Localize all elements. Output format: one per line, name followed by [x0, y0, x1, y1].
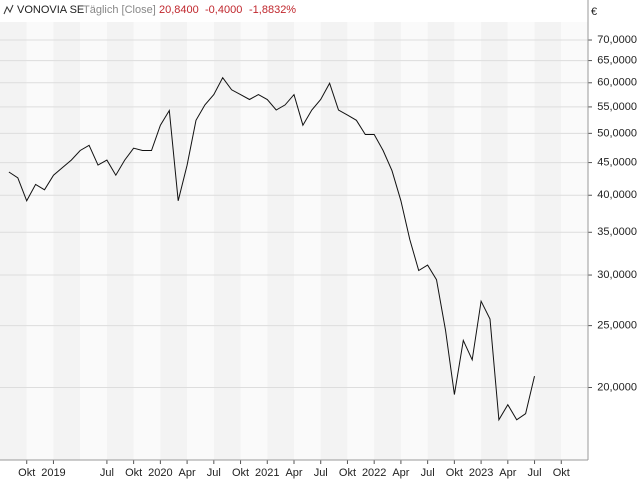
y-tick-label: 25,0000 — [597, 320, 637, 332]
y-tick-label: 20,0000 — [597, 381, 637, 393]
x-tick-label: Okt — [125, 467, 142, 479]
y-tick-label: 45,0000 — [597, 156, 637, 168]
y-tick-label: 35,0000 — [597, 226, 637, 238]
quarter-band — [240, 22, 268, 460]
x-tick-label: 2023 — [469, 467, 493, 479]
chart-title: VONOVIA SE — [17, 4, 84, 16]
quarter-band — [561, 22, 588, 460]
y-tick-label: 40,0000 — [597, 189, 637, 201]
x-tick-label: Jul — [528, 467, 542, 479]
quarter-band — [374, 22, 401, 460]
y-tick-label: 30,0000 — [597, 269, 637, 281]
change-absolute: -0,4000 — [205, 4, 242, 16]
quarter-band — [160, 22, 188, 460]
x-tick-label: Jul — [100, 467, 114, 479]
quarter-band — [507, 22, 535, 460]
quarter-band — [294, 22, 321, 460]
change-percent: -1,8832% — [249, 4, 296, 16]
quarter-band — [80, 22, 107, 460]
quarter-band — [481, 22, 508, 460]
quarter-band — [187, 22, 214, 460]
x-tick-label: Okt — [18, 467, 35, 479]
quarter-bands — [0, 22, 588, 460]
quarter-band — [347, 22, 375, 460]
quarter-band — [534, 22, 562, 460]
price-line — [8, 76, 535, 422]
x-tick-label: Okt — [232, 467, 249, 479]
y-tick-label: 65,0000 — [597, 54, 637, 66]
x-tick-label: Apr — [392, 467, 409, 479]
x-tick-label: Okt — [446, 467, 463, 479]
chart-subtitle: Täglich [Close] — [83, 4, 156, 16]
last-price: 20,8400 — [159, 4, 199, 16]
x-tick-label: 2019 — [41, 467, 65, 479]
grid — [0, 39, 588, 389]
y-tick-label: 70,0000 — [597, 34, 637, 46]
y-tick-label: 55,0000 — [597, 101, 637, 113]
x-tick-label: 2020 — [148, 467, 172, 479]
x-tick-label: Jul — [314, 467, 328, 479]
quarter-band — [0, 22, 27, 460]
x-tick-label: Apr — [179, 467, 196, 479]
quarter-band — [53, 22, 81, 460]
y-unit: € — [591, 6, 597, 18]
x-tick-label: 2021 — [255, 467, 279, 479]
x-tick-label: Okt — [339, 467, 356, 479]
x-tick-label: Okt — [553, 467, 570, 479]
quarter-band — [427, 22, 455, 460]
quarter-band — [106, 22, 134, 460]
quarter-band — [26, 22, 54, 460]
quarter-band — [133, 22, 161, 460]
y-tick-label: 60,0000 — [597, 77, 637, 89]
x-tick-label: Apr — [285, 467, 302, 479]
x-tick-label: Apr — [499, 467, 516, 479]
quarter-band — [320, 22, 348, 460]
chart-icon — [3, 4, 14, 15]
x-tick-label: Jul — [207, 467, 221, 479]
quarter-band — [454, 22, 482, 460]
quarter-band — [400, 22, 428, 460]
x-tick-label: Jul — [421, 467, 435, 479]
quarter-band — [213, 22, 241, 460]
y-tick-label: 50,0000 — [597, 127, 637, 139]
quarter-band — [267, 22, 294, 460]
x-tick-label: 2022 — [362, 467, 386, 479]
